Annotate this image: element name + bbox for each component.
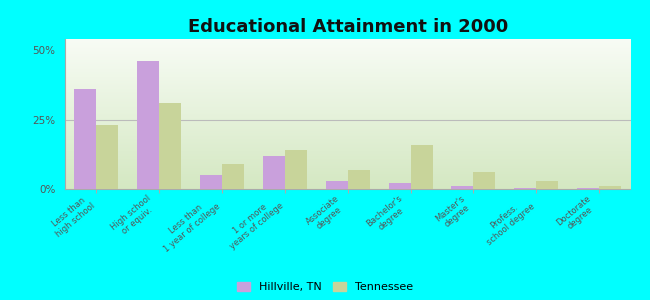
Text: High school
or equiv.: High school or equiv.: [109, 194, 159, 240]
Bar: [348, 169, 370, 189]
Bar: [389, 183, 411, 189]
Text: Less than
high school: Less than high school: [47, 194, 96, 239]
Bar: [514, 188, 536, 189]
Bar: [451, 186, 473, 189]
Text: Master's
degree: Master's degree: [434, 194, 473, 231]
Bar: [411, 145, 432, 189]
Bar: [137, 61, 159, 189]
Text: Profess.
school degree: Profess. school degree: [478, 194, 536, 247]
Bar: [222, 164, 244, 189]
Bar: [74, 89, 96, 189]
Text: 1 or more
years of college: 1 or more years of college: [221, 194, 285, 251]
Title: Educational Attainment in 2000: Educational Attainment in 2000: [188, 18, 508, 36]
Text: Less than
1 year of college: Less than 1 year of college: [155, 194, 222, 254]
Bar: [577, 188, 599, 189]
Legend: Hillville, TN, Tennessee: Hillville, TN, Tennessee: [235, 280, 415, 294]
Bar: [159, 103, 181, 189]
Bar: [536, 181, 558, 189]
Text: Bachelor's
degree: Bachelor's degree: [365, 194, 411, 237]
Bar: [96, 125, 118, 189]
Bar: [263, 156, 285, 189]
Bar: [599, 186, 621, 189]
Bar: [285, 150, 307, 189]
Bar: [473, 172, 495, 189]
Text: Doctorate
degree: Doctorate degree: [554, 194, 599, 235]
Bar: [326, 181, 348, 189]
Bar: [200, 175, 222, 189]
Text: Associate
degree: Associate degree: [304, 194, 348, 234]
